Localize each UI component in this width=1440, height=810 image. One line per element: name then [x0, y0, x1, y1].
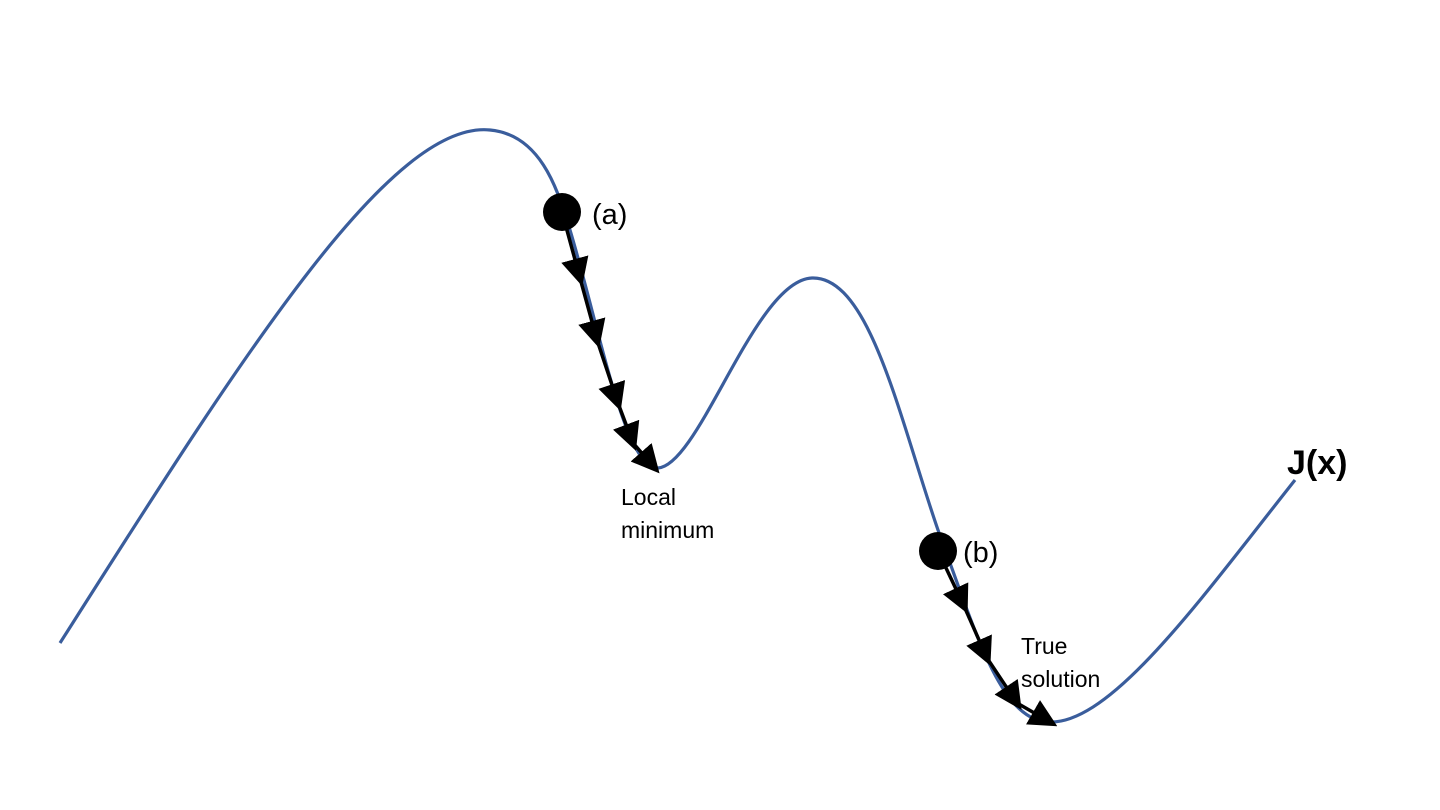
descent-step [962, 605, 992, 666]
start-point-b-label: (b) [963, 537, 998, 569]
local-minimum-label-line1: Local [621, 484, 676, 510]
descent-step [613, 402, 640, 451]
descent-step [595, 339, 626, 411]
descent-step [578, 277, 606, 349]
true-solution-label-line2: solution [1021, 666, 1100, 692]
descent-step [1016, 700, 1058, 727]
descent-step [630, 441, 660, 474]
start-point-a-label: (a) [592, 199, 627, 231]
true-solution-label-line1: True [1021, 633, 1067, 659]
local-minimum-label-line2: minimum [621, 517, 714, 543]
cost-function-curve [58, 128, 1297, 724]
descent-step [985, 657, 1022, 710]
start-point-b [919, 532, 957, 570]
start-point-a [543, 193, 581, 231]
function-label: J(x) [1287, 444, 1347, 482]
descent-path-a [560, 211, 660, 474]
